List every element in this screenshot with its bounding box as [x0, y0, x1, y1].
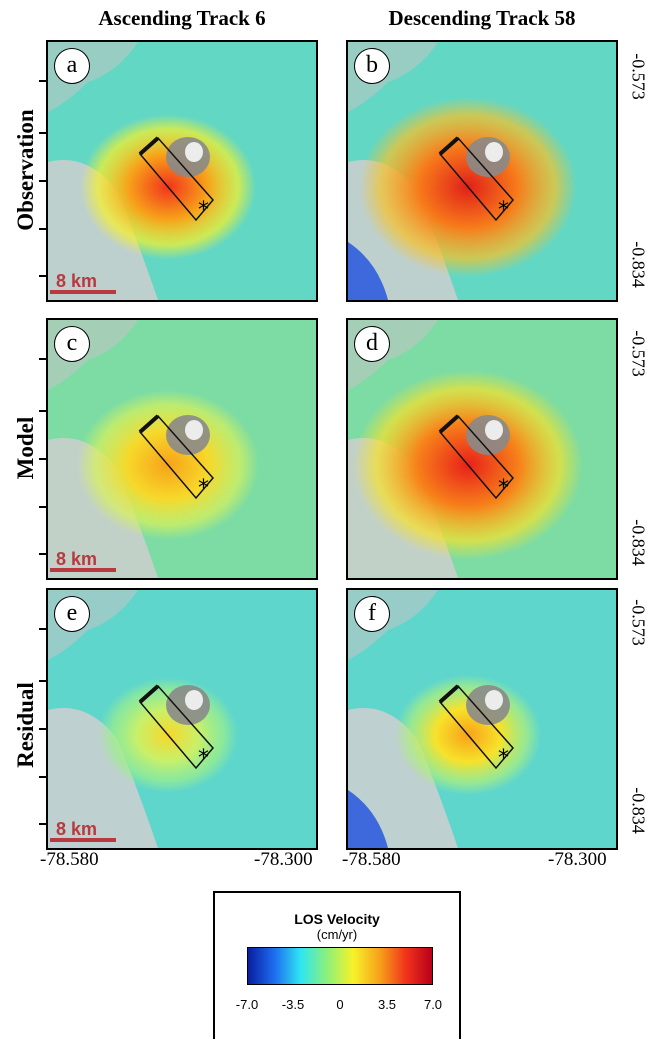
panel-letter-b: b — [354, 48, 390, 84]
terrain-shading — [48, 708, 158, 848]
fault-top-edge — [438, 414, 460, 434]
row-label-observation: Observation — [13, 109, 38, 231]
legend-tick: 7.0 — [423, 997, 443, 1012]
axis-tick — [39, 80, 46, 82]
scalebar-label: 8 km — [56, 819, 98, 839]
row-label-model: Model — [13, 416, 38, 480]
axis-tick — [39, 132, 46, 134]
axis-tick — [39, 628, 46, 630]
asterisk-marker: * — [198, 198, 209, 223]
column-title-ascending: Ascending Track 6 — [98, 6, 266, 30]
asterisk-marker: * — [498, 746, 509, 771]
lat-label-top-resid: -0.573 — [628, 599, 649, 646]
panel-f: * f — [346, 588, 618, 850]
row-label-residual: Residual — [13, 682, 38, 768]
axis-tick — [39, 410, 46, 412]
colorbar-legend: LOS Velocity (cm/yr) -7.0 -3.5 0 3.5 7.0 — [213, 891, 461, 1039]
fault-top-edge — [138, 684, 160, 704]
lat-label-top-model: -0.573 — [628, 330, 649, 377]
axis-tick — [39, 680, 46, 682]
scalebar-c: 8 km — [50, 550, 118, 572]
panel-letter-a: a — [54, 48, 90, 84]
panel-letter-f: f — [354, 596, 390, 632]
legend-unit: (cm/yr) — [316, 927, 358, 942]
fault-top-edge — [438, 136, 460, 156]
volcano-summit-highlight — [185, 420, 203, 440]
panel-c-map: * — [48, 320, 316, 578]
legend-tick: 0 — [336, 997, 344, 1012]
axis-tick — [39, 553, 46, 555]
fault-top-edge — [138, 414, 160, 434]
panel-e-map: * — [48, 590, 316, 848]
legend-tick: -3.5 — [281, 997, 305, 1012]
lat-label-bottom-obs: -0.834 — [628, 241, 649, 288]
lon-label-right-asc: -78.300 — [254, 849, 313, 870]
volcano-summit-highlight — [185, 690, 203, 710]
axis-tick — [39, 776, 46, 778]
lat-label-bottom-model: -0.834 — [628, 519, 649, 566]
panel-letter-c: c — [54, 326, 90, 362]
asterisk-marker: * — [498, 198, 509, 223]
panel-d: * d — [346, 318, 618, 580]
panel-f-map: * — [348, 590, 616, 848]
axis-tick — [39, 728, 46, 730]
scalebar-label: 8 km — [56, 271, 98, 291]
panel-b: * b — [346, 40, 618, 302]
panel-b-map: * — [348, 42, 616, 300]
lon-label-left-asc: -78.580 — [40, 849, 99, 870]
scalebar-label: 8 km — [56, 549, 98, 569]
scalebar-line — [50, 290, 116, 294]
asterisk-marker: * — [498, 476, 509, 501]
legend-tick: -7.0 — [235, 997, 259, 1012]
asterisk-marker: * — [198, 746, 209, 771]
axis-tick — [39, 458, 46, 460]
legend-tick: 3.5 — [377, 997, 397, 1012]
scalebar-a: 8 km — [50, 272, 118, 294]
panel-a: * a 8 km — [46, 40, 318, 302]
scalebar-line — [50, 568, 116, 572]
lat-label-bottom-resid: -0.834 — [628, 787, 649, 834]
fault-top-edge — [438, 684, 460, 704]
scalebar-e: 8 km — [50, 820, 118, 842]
panel-e: * e 8 km — [46, 588, 318, 850]
axis-tick — [39, 506, 46, 508]
column-title-descending: Descending Track 58 — [388, 6, 576, 30]
volcano-summit-highlight — [485, 420, 503, 440]
volcano-summit-highlight — [485, 690, 503, 710]
volcano-summit-highlight — [185, 142, 203, 162]
axis-tick — [39, 228, 46, 230]
axis-tick — [39, 358, 46, 360]
lon-label-right-desc: -78.300 — [548, 849, 607, 870]
legend-title: LOS Velocity — [294, 911, 380, 927]
axis-tick — [39, 275, 46, 277]
axis-tick — [39, 823, 46, 825]
lon-label-left-desc: -78.580 — [342, 849, 401, 870]
asterisk-marker: * — [198, 476, 209, 501]
terrain-shading — [348, 708, 458, 848]
panel-letter-e: e — [54, 596, 90, 632]
panel-letter-d: d — [354, 326, 390, 362]
colorbar — [247, 947, 433, 985]
fault-top-edge — [138, 136, 160, 156]
panel-d-map: * — [348, 320, 616, 578]
volcano-summit-highlight — [485, 142, 503, 162]
negative-anomaly — [348, 790, 388, 848]
axis-tick — [39, 180, 46, 182]
panel-a-map: * — [48, 42, 316, 300]
panel-c: * c 8 km — [46, 318, 318, 580]
negative-anomaly — [348, 242, 388, 300]
lat-label-top-obs: -0.573 — [628, 53, 649, 100]
scalebar-line — [50, 838, 116, 842]
